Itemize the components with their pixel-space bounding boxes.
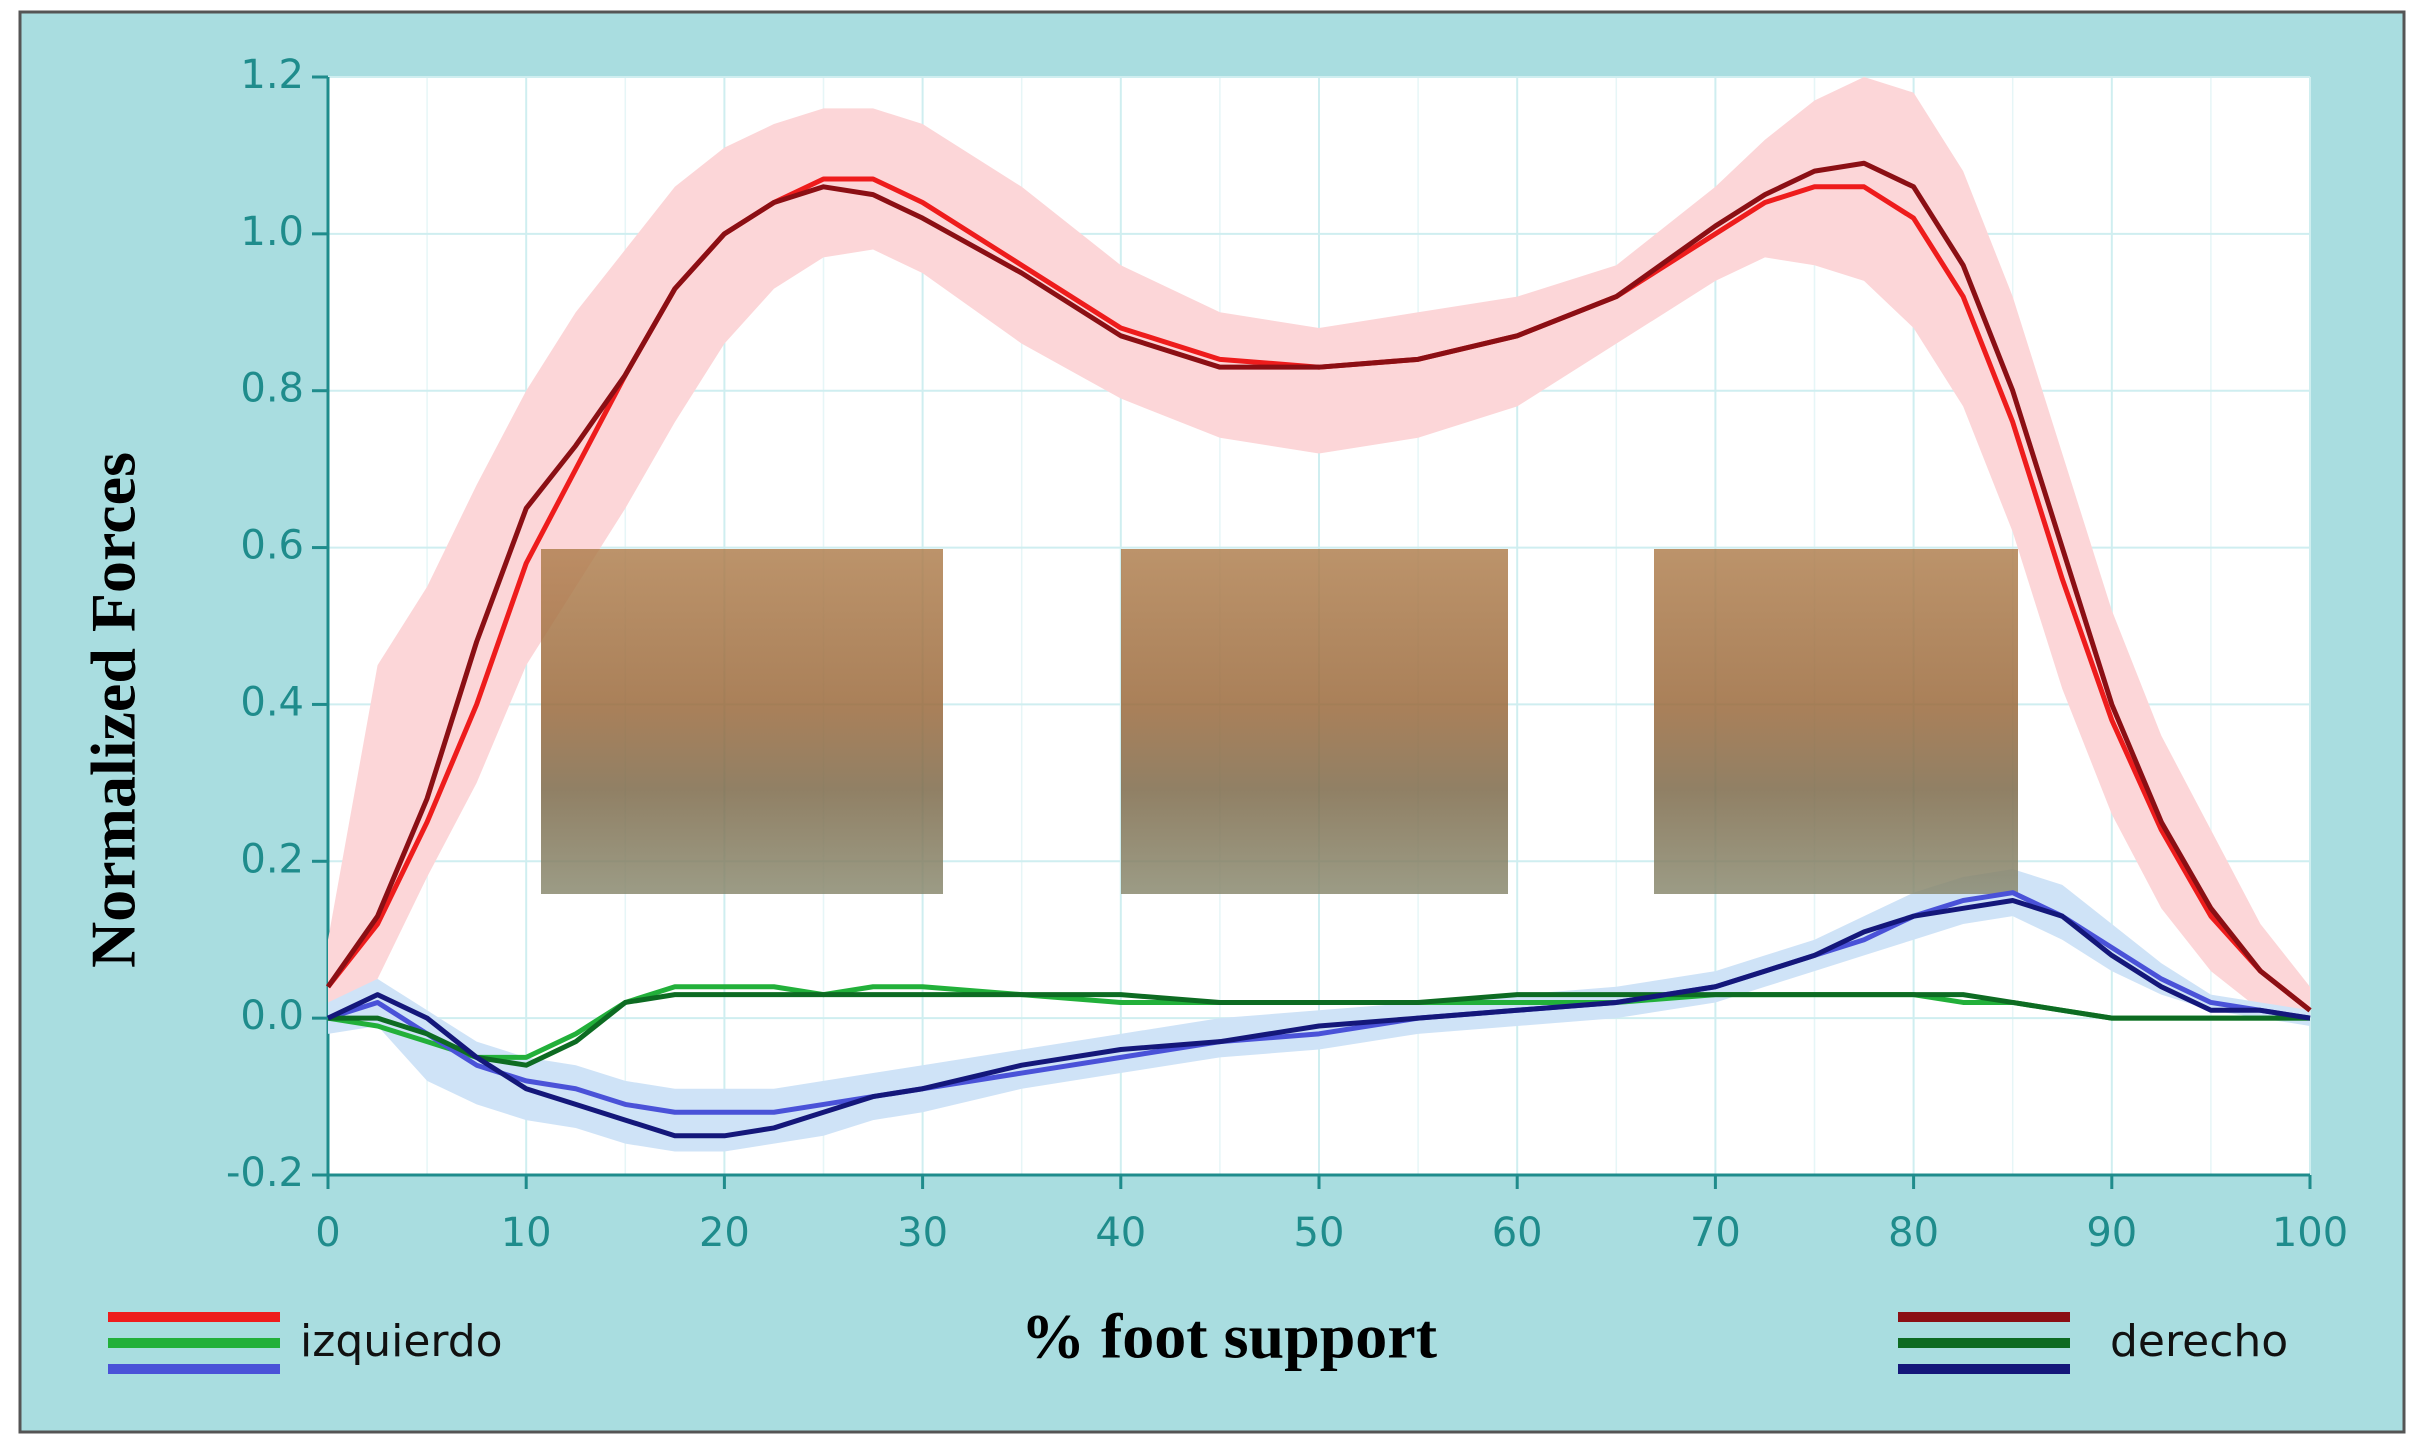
y-tick-label: 0.2 — [240, 836, 304, 882]
x-tick-label: 70 — [1690, 1210, 1741, 1256]
y-tick-label: 0.6 — [240, 523, 304, 569]
x-tick-label: 20 — [699, 1210, 750, 1256]
x-tick-label: 100 — [2272, 1210, 2348, 1256]
photos — [541, 549, 2018, 894]
line — [325, 160, 2312, 1013]
photo — [541, 549, 943, 894]
x-tick-label: 50 — [1294, 1210, 1345, 1256]
x-axis-title: % foot support — [1021, 1301, 1438, 1372]
photo — [1121, 549, 1508, 894]
legend-label: izquierdo — [300, 1316, 503, 1367]
line — [328, 992, 2310, 1068]
legend-label: derecho — [2110, 1316, 2288, 1367]
band — [328, 869, 2310, 1152]
y-tick-label: 0.0 — [240, 993, 304, 1039]
line — [326, 898, 2311, 1139]
y-tick-label: 0.8 — [240, 366, 304, 412]
x-tick-label: 10 — [501, 1210, 552, 1256]
y-tick-label: 1.2 — [240, 52, 304, 98]
x-tick-label: 60 — [1492, 1210, 1543, 1256]
x-tick-label: 30 — [897, 1210, 948, 1256]
x-tick-label: 40 — [1095, 1210, 1146, 1256]
y-axis-title: Normalized Forces — [78, 452, 149, 968]
x-tick-label: 90 — [2086, 1210, 2137, 1256]
x-tick-label: 80 — [1888, 1210, 1939, 1256]
x-tick-label: 0 — [315, 1210, 340, 1256]
photo — [1654, 549, 2018, 894]
y-tick-label: -0.2 — [226, 1150, 304, 1196]
y-tick-label: 0.4 — [240, 679, 304, 725]
y-tick-label: 1.0 — [240, 209, 304, 255]
